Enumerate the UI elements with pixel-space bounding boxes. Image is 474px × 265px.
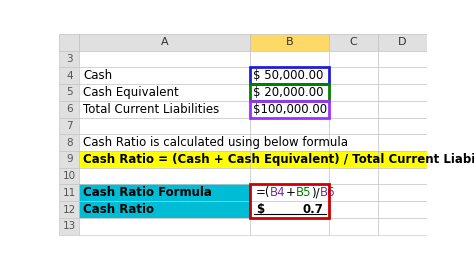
Bar <box>80 117 250 134</box>
Bar <box>250 51 329 67</box>
Text: 9: 9 <box>66 154 73 164</box>
Bar <box>59 34 80 51</box>
Bar <box>80 201 250 218</box>
Bar <box>80 101 250 117</box>
Bar <box>250 218 329 235</box>
Bar <box>250 134 329 151</box>
Text: Cash: Cash <box>83 69 112 82</box>
Text: 0.7: 0.7 <box>303 203 324 216</box>
Text: D: D <box>398 37 407 47</box>
Bar <box>378 51 427 67</box>
Text: A: A <box>161 37 169 47</box>
Bar <box>250 84 329 101</box>
Text: $ 20,000.00: $ 20,000.00 <box>253 86 324 99</box>
Bar <box>59 134 80 151</box>
Bar <box>250 67 329 84</box>
Bar <box>250 168 329 184</box>
Text: 11: 11 <box>63 188 76 198</box>
Bar <box>80 67 250 84</box>
Bar <box>378 201 427 218</box>
Bar <box>250 84 329 101</box>
Bar <box>329 201 378 218</box>
Bar <box>250 184 329 218</box>
Text: )/: )/ <box>311 186 320 199</box>
Bar <box>80 134 250 151</box>
Bar <box>250 67 329 84</box>
Bar <box>59 151 80 168</box>
Text: Cash Equivalent: Cash Equivalent <box>83 86 179 99</box>
Bar <box>80 218 250 235</box>
Bar <box>250 117 329 134</box>
Text: Cash Ratio = (Cash + Cash Equivalent) / Total Current Liabilities: Cash Ratio = (Cash + Cash Equivalent) / … <box>83 153 474 166</box>
Bar <box>80 34 250 51</box>
Bar <box>59 184 80 201</box>
Bar <box>59 168 80 184</box>
Bar <box>250 34 329 51</box>
Text: 7: 7 <box>66 121 73 131</box>
Text: 4: 4 <box>66 71 73 81</box>
Text: $ 50,000.00: $ 50,000.00 <box>253 69 324 82</box>
Bar <box>378 117 427 134</box>
Bar <box>378 101 427 117</box>
Bar <box>59 117 80 134</box>
Bar <box>378 168 427 184</box>
Bar <box>329 51 378 67</box>
Text: 5: 5 <box>66 87 73 98</box>
Bar <box>80 84 250 101</box>
Bar <box>329 151 378 168</box>
Bar <box>378 184 427 201</box>
Bar <box>250 101 329 117</box>
Bar <box>59 101 80 117</box>
Bar <box>80 151 250 168</box>
Bar <box>329 218 378 235</box>
Bar <box>80 184 250 201</box>
Text: 3: 3 <box>66 54 73 64</box>
Bar <box>59 84 80 101</box>
Bar <box>80 51 250 67</box>
Text: Total Current Liabilities: Total Current Liabilities <box>83 103 219 116</box>
Text: $100,000.00: $100,000.00 <box>253 103 328 116</box>
Text: 6: 6 <box>66 104 73 114</box>
Bar <box>329 168 378 184</box>
Text: 13: 13 <box>63 221 76 231</box>
Text: B5: B5 <box>296 186 311 199</box>
Bar <box>59 218 80 235</box>
Text: 12: 12 <box>63 205 76 215</box>
Bar <box>250 184 329 201</box>
Bar <box>329 34 378 51</box>
Text: C: C <box>350 37 357 47</box>
Text: +: + <box>286 186 296 199</box>
Bar <box>329 134 378 151</box>
Bar <box>59 67 80 84</box>
Bar <box>59 201 80 218</box>
Bar <box>378 134 427 151</box>
Text: 10: 10 <box>63 171 76 181</box>
Text: B4: B4 <box>270 186 286 199</box>
Bar <box>329 84 378 101</box>
Bar <box>80 168 250 184</box>
Bar <box>378 151 427 168</box>
Bar <box>378 84 427 101</box>
Bar <box>250 101 329 117</box>
Bar <box>59 51 80 67</box>
Text: B: B <box>286 37 293 47</box>
Bar <box>378 67 427 84</box>
Text: =(: =( <box>256 186 270 199</box>
Text: Cash Ratio Formula: Cash Ratio Formula <box>83 186 212 199</box>
Bar <box>378 218 427 235</box>
Text: Cash Ratio is calculated using below formula: Cash Ratio is calculated using below for… <box>83 136 348 149</box>
Text: Cash Ratio: Cash Ratio <box>83 203 154 216</box>
Text: $: $ <box>256 203 264 216</box>
Bar <box>329 101 378 117</box>
Text: B6: B6 <box>320 186 336 199</box>
Bar <box>329 117 378 134</box>
Bar <box>250 201 329 218</box>
Bar <box>329 67 378 84</box>
Bar <box>329 184 378 201</box>
Bar <box>250 151 329 168</box>
Text: 8: 8 <box>66 138 73 148</box>
Bar <box>378 34 427 51</box>
